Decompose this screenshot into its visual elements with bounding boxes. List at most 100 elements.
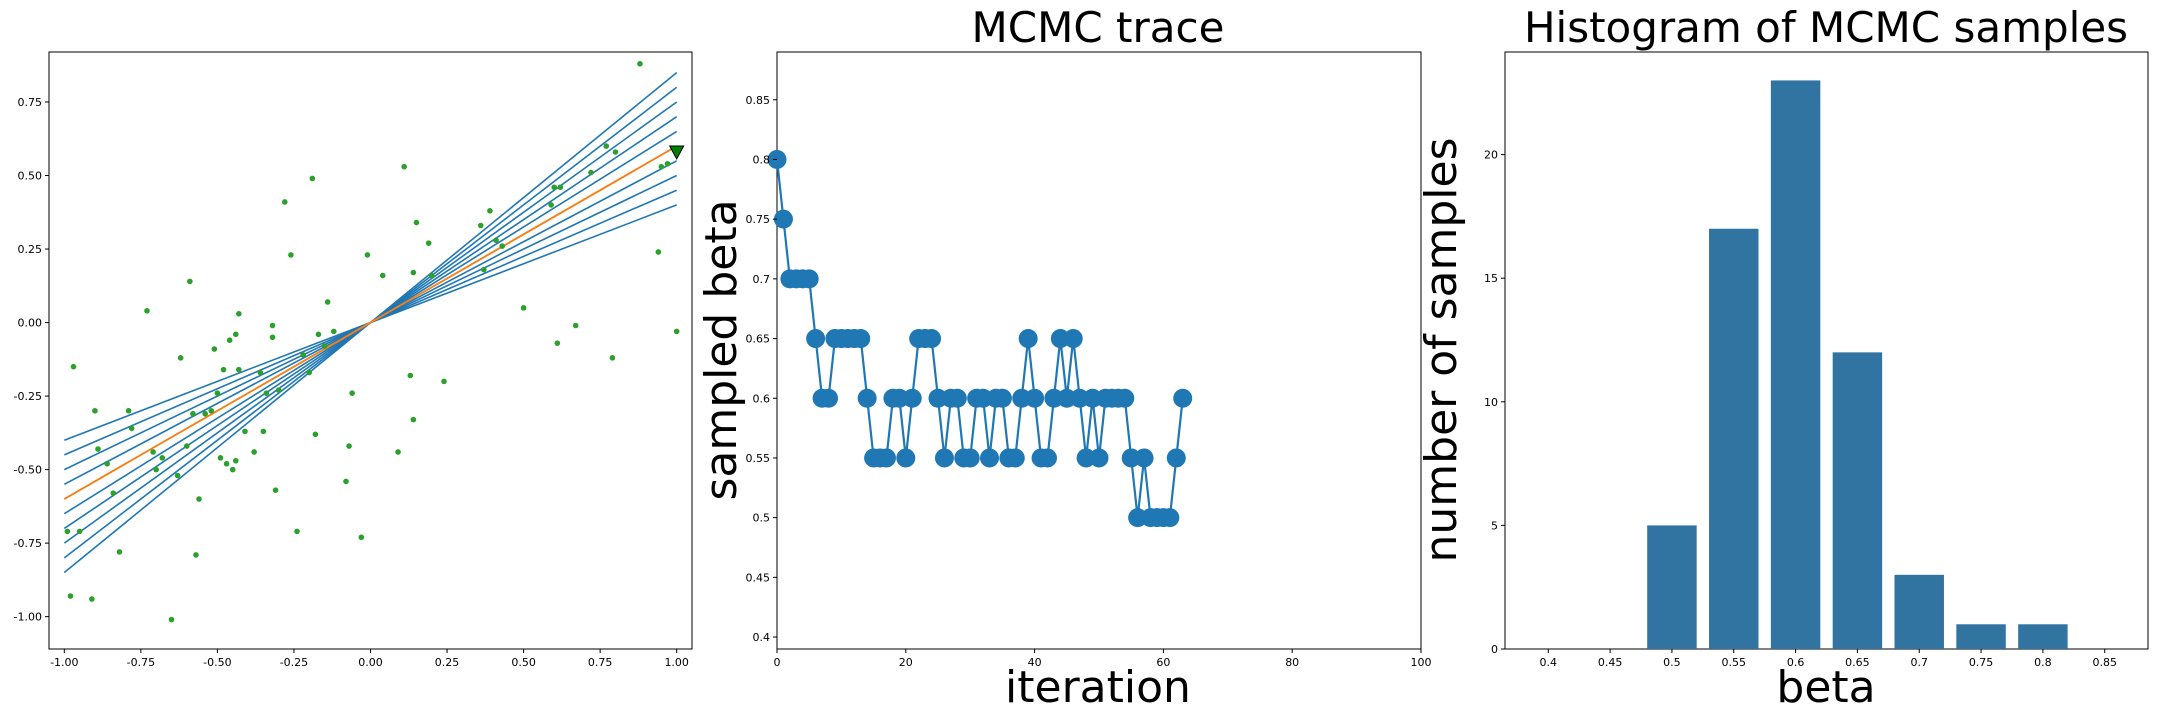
x-tick-label: 0 <box>774 656 781 669</box>
x-tick-label: 0.85 <box>2092 656 2117 669</box>
trace-point <box>1037 448 1057 468</box>
scatter-point <box>269 334 276 341</box>
trace-point <box>922 329 942 349</box>
y-tick-label: 0.85 <box>746 94 771 107</box>
trace-series <box>767 149 1193 528</box>
trace-point <box>857 388 877 408</box>
x-axis-label-histogram: beta <box>1776 662 1875 713</box>
scatter-point <box>551 184 558 191</box>
scatter-point <box>211 346 218 352</box>
histogram-bar <box>1894 574 1944 649</box>
scatter-point <box>190 410 196 417</box>
x-ticks-1: -1.00 -0.75 -0.50 -0.25 0.00 0.25 0.50 0.75 1.00 <box>50 649 689 669</box>
scatter-point <box>480 266 487 273</box>
scatter-point <box>202 410 208 417</box>
scatter-point <box>76 528 83 535</box>
scatter-point <box>153 466 159 473</box>
y-ticks-1: -1.00 -0.75 -0.50 -0.25 0.00 0.25 0.50 0.75 <box>14 96 49 624</box>
scatter-point <box>70 363 77 370</box>
scatter-point <box>236 310 242 317</box>
scatter-point <box>242 428 248 435</box>
trace-point <box>1063 329 1083 349</box>
scatter-point <box>572 322 579 329</box>
plot-frame-2 <box>776 51 1422 650</box>
scatter-point <box>116 549 123 555</box>
y-tick-label: 0.50 <box>18 170 43 183</box>
y-tick-label: 0.55 <box>746 452 771 465</box>
scatter-point <box>64 528 71 535</box>
y-tick-label: 0.8 <box>753 153 771 166</box>
scatter-point <box>324 299 331 305</box>
scatter-point <box>269 322 276 329</box>
trace-point <box>960 448 980 468</box>
scatter-point <box>263 390 270 396</box>
plot-frame-3 <box>1504 51 2149 650</box>
scatter-point <box>300 352 306 358</box>
x-tick-label: 20 <box>899 656 913 669</box>
y-tick-label: 0 <box>1491 643 1498 656</box>
trace-point <box>1134 448 1154 468</box>
scatter-point <box>588 169 594 176</box>
y-axis-label-histogram: number of samples <box>1416 137 1467 562</box>
scatter-point <box>89 596 95 602</box>
y-ticks-3: 0 5 10 15 20 <box>1484 149 1505 656</box>
trace-point <box>806 329 826 349</box>
scatter-point <box>673 328 680 335</box>
scatter-point <box>520 305 527 311</box>
x-tick-label: 40 <box>1028 656 1042 669</box>
trace-point <box>1025 388 1045 408</box>
x-tick-label: 80 <box>1285 656 1299 669</box>
y-tick-label: -0.50 <box>14 464 42 477</box>
scatter-point <box>612 149 619 155</box>
plot-frame-1 <box>48 51 693 650</box>
scatter-point <box>658 163 665 170</box>
scatter-point <box>281 199 288 205</box>
x-tick-label: 0.25 <box>435 656 460 669</box>
y-tick-label: 0.6 <box>753 392 771 405</box>
scatter-point <box>401 163 407 170</box>
histogram-bar <box>1832 352 1883 649</box>
scatter-point <box>664 160 671 167</box>
scatter-point <box>395 449 401 455</box>
x-tick-label: 0.75 <box>588 656 613 669</box>
scatter-point <box>150 449 156 455</box>
x-tick-label: 0.00 <box>358 656 383 669</box>
scatter-point <box>379 272 386 279</box>
y-tick-label: 10 <box>1484 396 1498 409</box>
y-tick-label: 0.45 <box>746 571 771 584</box>
y-axis-label-trace: sampled beta <box>696 199 747 500</box>
scatter-point <box>554 340 561 346</box>
scatter-point <box>104 460 110 467</box>
trace-point <box>1089 448 1109 468</box>
scatter-point <box>232 457 239 464</box>
trace-point <box>1115 388 1135 408</box>
panel-mcmc-trace: MCMC trace 0 20 40 60 80 100 0.40.450.50.550.… <box>696 3 1432 713</box>
x-tick-label: 0.45 <box>1598 656 1623 669</box>
y-tick-label: 0.00 <box>18 317 43 330</box>
scatter-point <box>236 366 242 373</box>
trace-point <box>773 209 793 229</box>
scatter-point <box>223 460 230 467</box>
scatter-point <box>226 337 233 344</box>
trace-point <box>1005 448 1025 468</box>
scatter-point <box>220 366 227 373</box>
regression-lines <box>63 71 678 574</box>
scatter-point <box>232 331 239 338</box>
scatter-point <box>110 490 117 496</box>
x-ticks-3: 0.4 0.45 0.5 0.55 0.6 0.65 0.7 0.75 0.8 0.85 <box>1540 649 2117 669</box>
scatter-point <box>349 390 355 396</box>
scatter-point <box>410 416 417 423</box>
scatter-point <box>208 407 215 414</box>
x-tick-label: 0.4 <box>1540 656 1558 669</box>
trace-point <box>1166 448 1186 468</box>
scatter-point <box>413 219 420 226</box>
trace-point <box>992 388 1012 408</box>
true-line <box>63 145 678 500</box>
scatter-point <box>193 552 199 558</box>
scatter-point <box>309 175 316 182</box>
scatter-point <box>67 593 74 599</box>
scatter-point <box>272 487 279 493</box>
scatter-point <box>609 355 616 361</box>
y-tick-label: -1.00 <box>14 611 42 624</box>
